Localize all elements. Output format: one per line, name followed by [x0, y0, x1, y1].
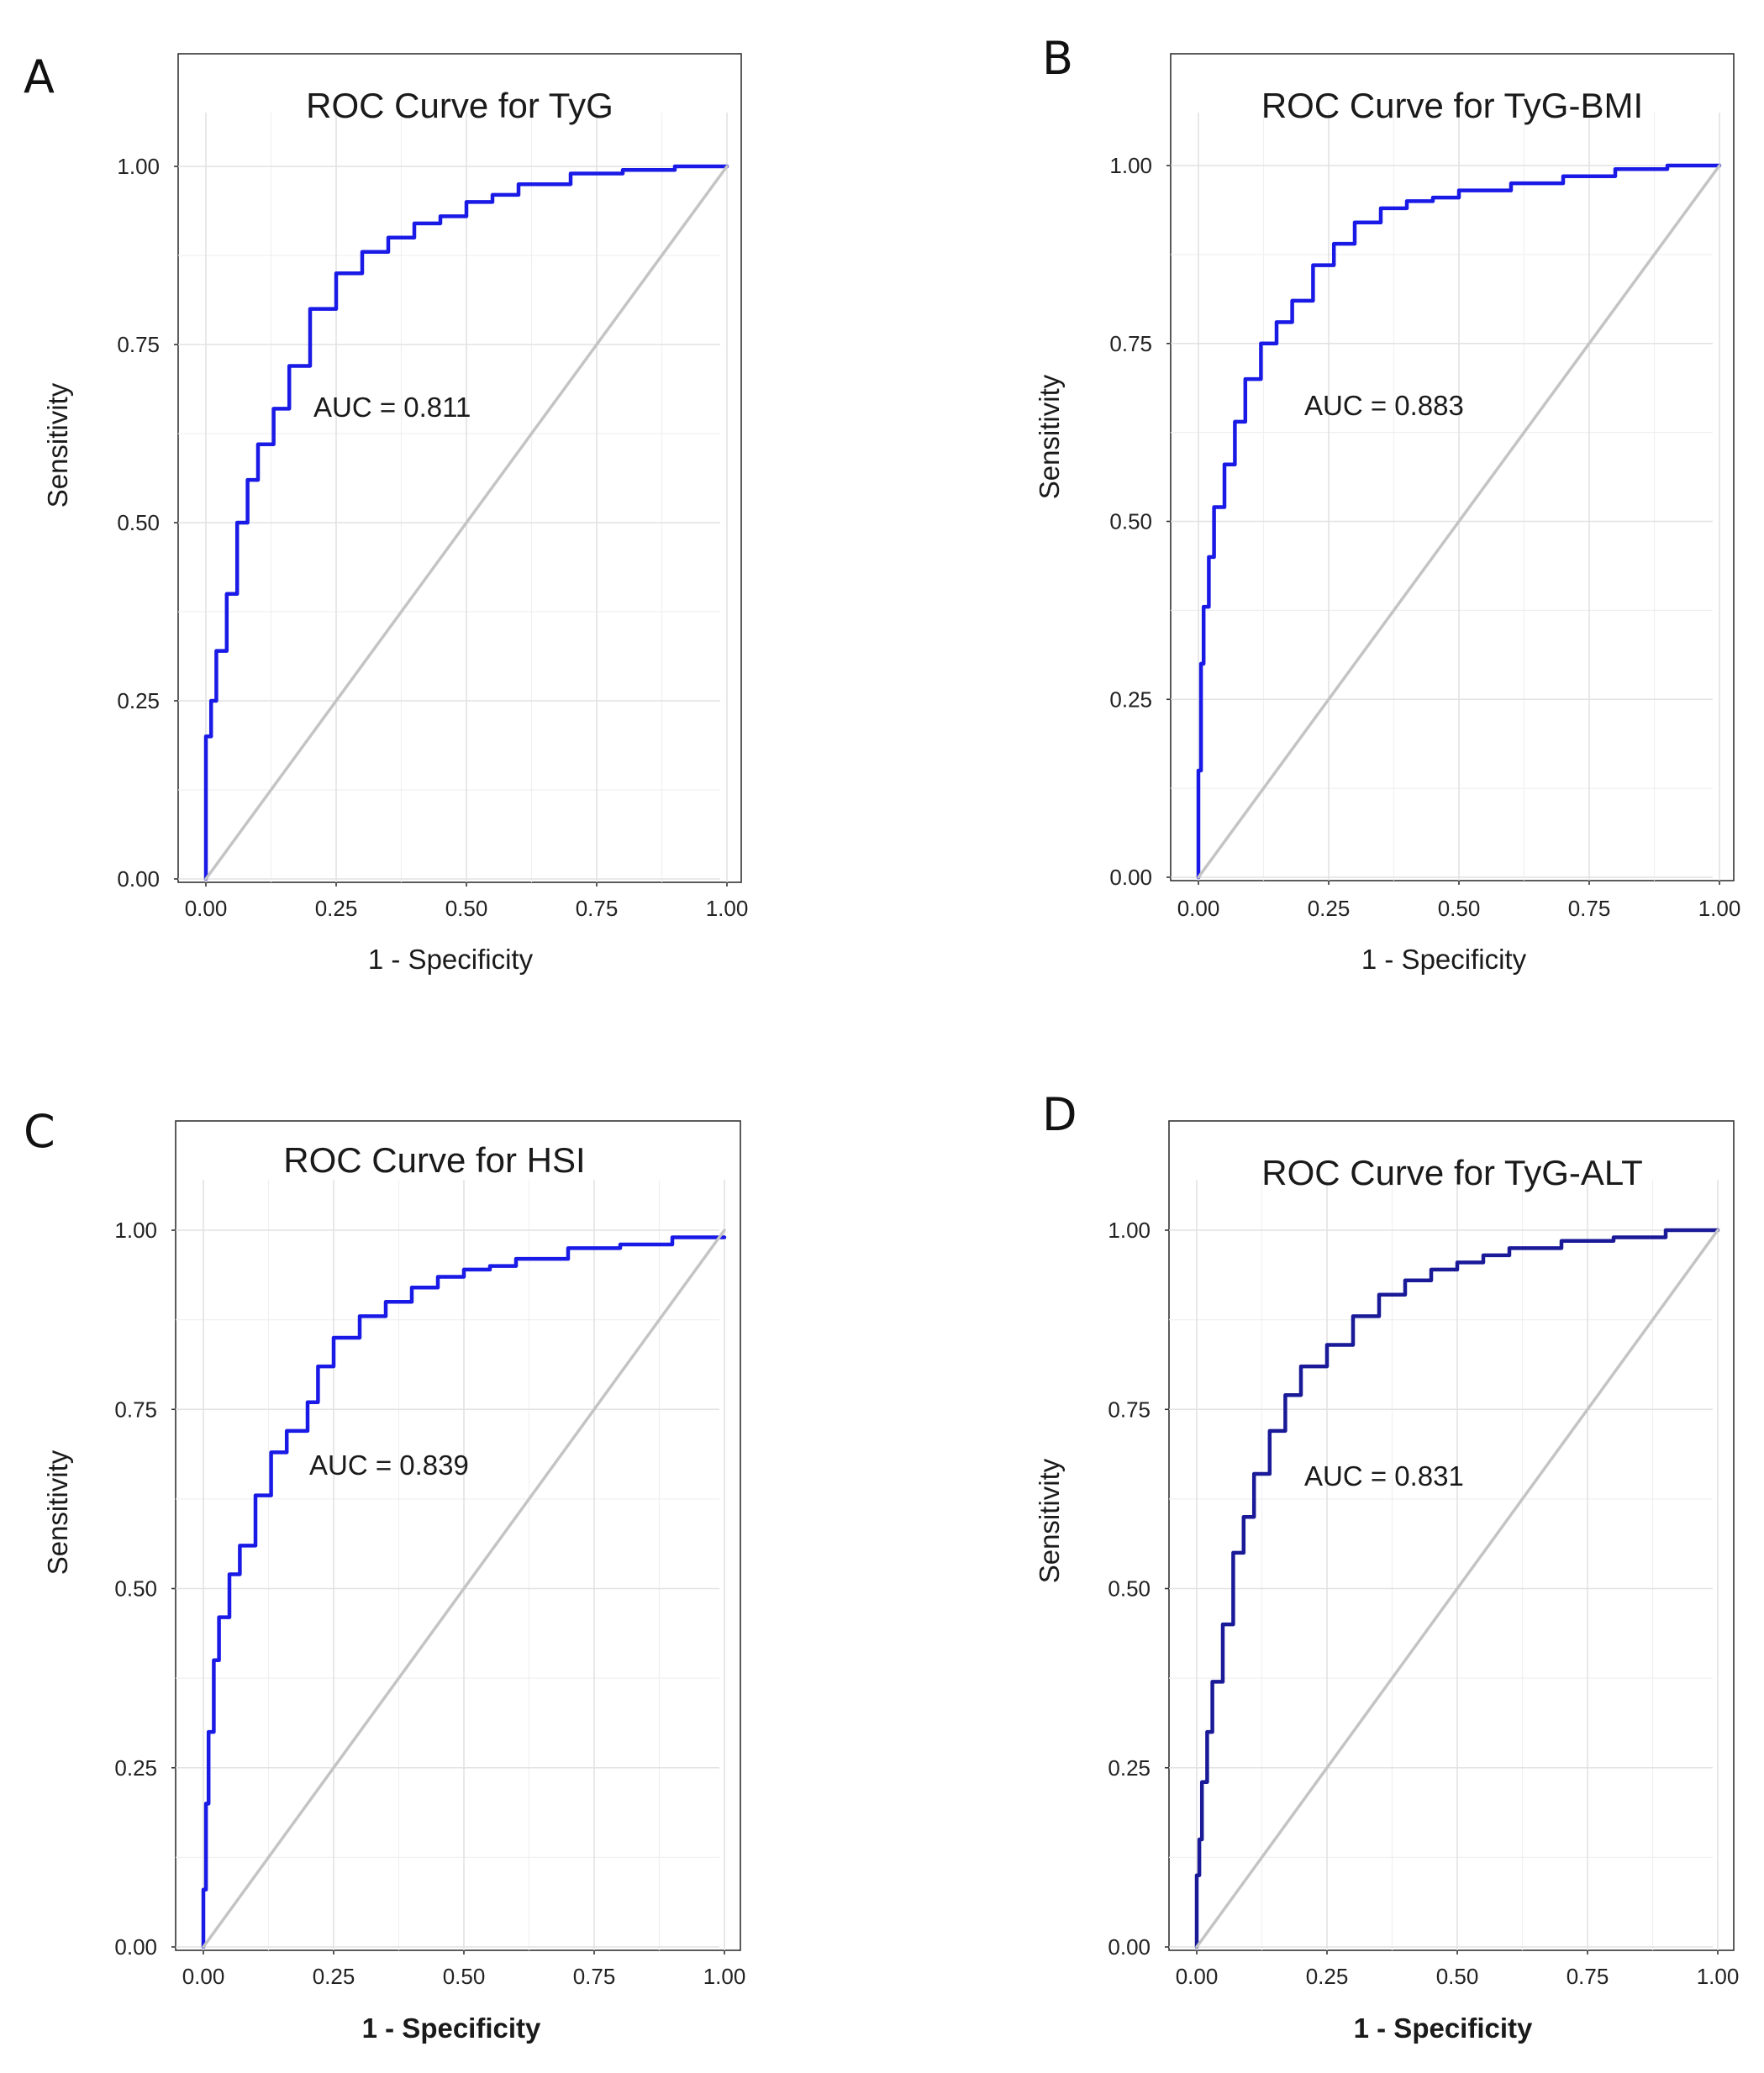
y-tick-label-d-3: 0.75: [1108, 1397, 1151, 1422]
x-tick-label-b-1: 0.25: [1308, 896, 1351, 921]
x-tick-label-d-3: 0.75: [1567, 1964, 1609, 1989]
y-tick-label-c-0: 0.00: [114, 1934, 157, 1960]
x-tick-label-b-2: 0.50: [1438, 896, 1481, 921]
y-tick-label-a-4: 1.00: [117, 154, 160, 179]
x-tick-label-d-0: 0.00: [1176, 1964, 1219, 1989]
chart-title-c: ROC Curve for HSI: [283, 1140, 585, 1180]
gridlines-c: [176, 1180, 725, 1950]
x-tick-label-a-1: 0.25: [315, 896, 358, 921]
y-axis-c: 0.00 0.25 0.50 0.75 1.00: [114, 1218, 176, 1960]
x-axis-d: 0.00 0.25 0.50 0.75 1.00: [1176, 1950, 1740, 1989]
roc-curve-a: [203, 164, 729, 881]
x-tick-label-b-0: 0.00: [1177, 896, 1220, 921]
x-tick-label-a-0: 0.00: [185, 896, 228, 921]
panel-letter-c: C: [24, 1105, 55, 1158]
x-tick-label-a-4: 1.00: [706, 896, 749, 921]
y-tick-label-d-2: 0.50: [1108, 1576, 1151, 1602]
roc-curve-c: [201, 1235, 727, 1949]
y-tick-label-c-3: 0.75: [114, 1397, 157, 1422]
reference-line-c: [202, 1229, 726, 1949]
roc-curve-d: [1194, 1228, 1720, 1949]
y-tick-label-c-1: 0.25: [114, 1755, 157, 1781]
x-tick-label-c-2: 0.50: [443, 1964, 486, 1989]
series-a: [203, 164, 729, 881]
y-tick-label-a-0: 0.00: [117, 866, 160, 892]
x-tick-label-c-3: 0.75: [573, 1964, 616, 1989]
y-tick-label-b-1: 0.25: [1109, 687, 1152, 712]
x-tick-label-d-4: 1.00: [1697, 1964, 1740, 1989]
y-tick-label-c-2: 0.50: [114, 1576, 157, 1602]
x-axis-title-b: 1 - Specificity: [1361, 944, 1527, 975]
y-tick-label-c-4: 1.00: [114, 1218, 157, 1243]
panel-a: A ROC Curve for TyG 0.00 0.25 0.50 0.75 1.00…: [24, 50, 748, 975]
panel-letter-a: A: [24, 50, 55, 103]
auc-label-a: AUC = 0.811: [313, 392, 471, 423]
y-axis-title-c: Sensitivity: [42, 1450, 73, 1575]
series-d: [1194, 1228, 1720, 1949]
gridlines-a: [178, 113, 728, 882]
y-tick-label-d-1: 0.25: [1108, 1755, 1151, 1781]
reference-line-b: [1197, 164, 1721, 879]
x-axis-b: 0.00 0.25 0.50 0.75 1.00: [1177, 881, 1741, 921]
x-axis-c: 0.00 0.25 0.50 0.75 1.00: [182, 1950, 746, 1989]
y-tick-label-b-0: 0.00: [1109, 865, 1152, 890]
reference-line-a: [204, 165, 729, 881]
gridlines-b: [1171, 113, 1720, 881]
y-tick-label-b-4: 1.00: [1109, 153, 1152, 178]
y-tick-label-a-1: 0.25: [117, 688, 160, 713]
y-axis-title-b: Sensitivity: [1034, 374, 1065, 499]
roc-curve-b: [1196, 163, 1722, 880]
x-axis-title-c: 1 - Specificity: [362, 2012, 541, 2044]
panel-b: B ROC Curve for TyG-BMI 0.00 0.25 0.50 0.75…: [1034, 32, 1740, 975]
x-tick-label-a-3: 0.75: [576, 896, 619, 921]
y-tick-label-d-4: 1.00: [1108, 1218, 1151, 1243]
series-c: [201, 1229, 727, 1949]
y-axis-d: 0.00 0.25 0.50 0.75 1.00: [1108, 1218, 1169, 1960]
chart-title-d: ROC Curve for TyG-ALT: [1261, 1153, 1643, 1192]
x-tick-label-c-1: 0.25: [313, 1964, 355, 1989]
series-b: [1196, 163, 1722, 880]
x-tick-label-b-3: 0.75: [1568, 896, 1611, 921]
y-tick-label-d-0: 0.00: [1108, 1934, 1151, 1960]
x-tick-label-d-1: 0.25: [1306, 1964, 1349, 1989]
y-axis-title-d: Sensitivity: [1034, 1458, 1065, 1583]
y-tick-label-b-3: 0.75: [1109, 331, 1152, 356]
panel-d: D ROC Curve for TyG-ALT 0.00 0.25 0.50 0.75…: [1034, 1088, 1739, 2044]
y-axis-title-a: Sensitivity: [42, 382, 73, 508]
x-tick-label-a-2: 0.50: [445, 896, 488, 921]
plot-frame-b: [1170, 53, 1735, 881]
x-tick-label-c-0: 0.00: [182, 1964, 225, 1989]
y-axis-b: 0.00 0.25 0.50 0.75 1.00: [1109, 153, 1171, 890]
chart-title-a: ROC Curve for TyG: [306, 86, 613, 125]
y-axis-a: 0.00 0.25 0.50 0.75 1.00: [117, 154, 178, 892]
auc-label-b: AUC = 0.883: [1304, 390, 1464, 421]
auc-label-d: AUC = 0.831: [1304, 1460, 1464, 1492]
x-axis-title-d: 1 - Specificity: [1354, 2012, 1533, 2044]
x-axis-a: 0.00 0.25 0.50 0.75 1.00: [185, 882, 749, 921]
reference-line-d: [1195, 1229, 1719, 1949]
plot-frame-a: [177, 53, 742, 883]
x-tick-label-d-2: 0.50: [1436, 1964, 1479, 1989]
x-tick-label-c-4: 1.00: [703, 1964, 746, 1989]
panel-c: C ROC Curve for HSI 0.00 0.25 0.50 0.75 1.00…: [24, 1105, 745, 2044]
plot-frame-c: [175, 1120, 741, 1951]
plot-frame-d: [1168, 1120, 1735, 1951]
y-tick-label-a-3: 0.75: [117, 332, 160, 357]
gridlines-d: [1169, 1180, 1719, 1950]
x-tick-label-b-4: 1.00: [1698, 896, 1741, 921]
x-axis-title-a: 1 - Specificity: [368, 944, 534, 975]
panel-letter-b: B: [1042, 32, 1073, 85]
auc-label-c: AUC = 0.839: [309, 1450, 469, 1481]
panel-letter-d: D: [1042, 1088, 1077, 1141]
y-tick-label-a-2: 0.50: [117, 510, 160, 535]
chart-title-b: ROC Curve for TyG-BMI: [1261, 86, 1643, 125]
y-tick-label-b-2: 0.50: [1109, 509, 1152, 534]
